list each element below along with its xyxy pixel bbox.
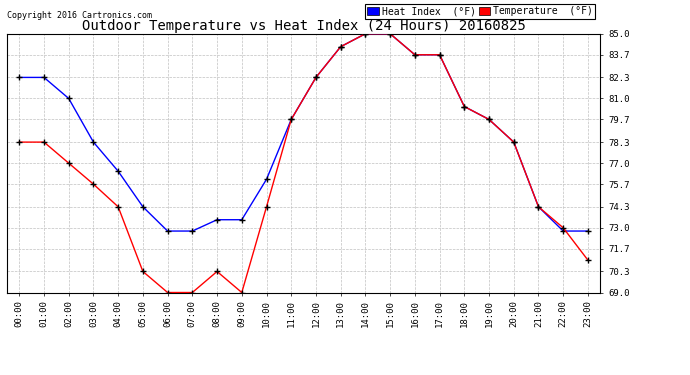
Legend: Heat Index  (°F), Temperature  (°F): Heat Index (°F), Temperature (°F)	[364, 4, 595, 18]
Text: Copyright 2016 Cartronics.com: Copyright 2016 Cartronics.com	[7, 10, 152, 20]
Title: Outdoor Temperature vs Heat Index (24 Hours) 20160825: Outdoor Temperature vs Heat Index (24 Ho…	[81, 19, 526, 33]
